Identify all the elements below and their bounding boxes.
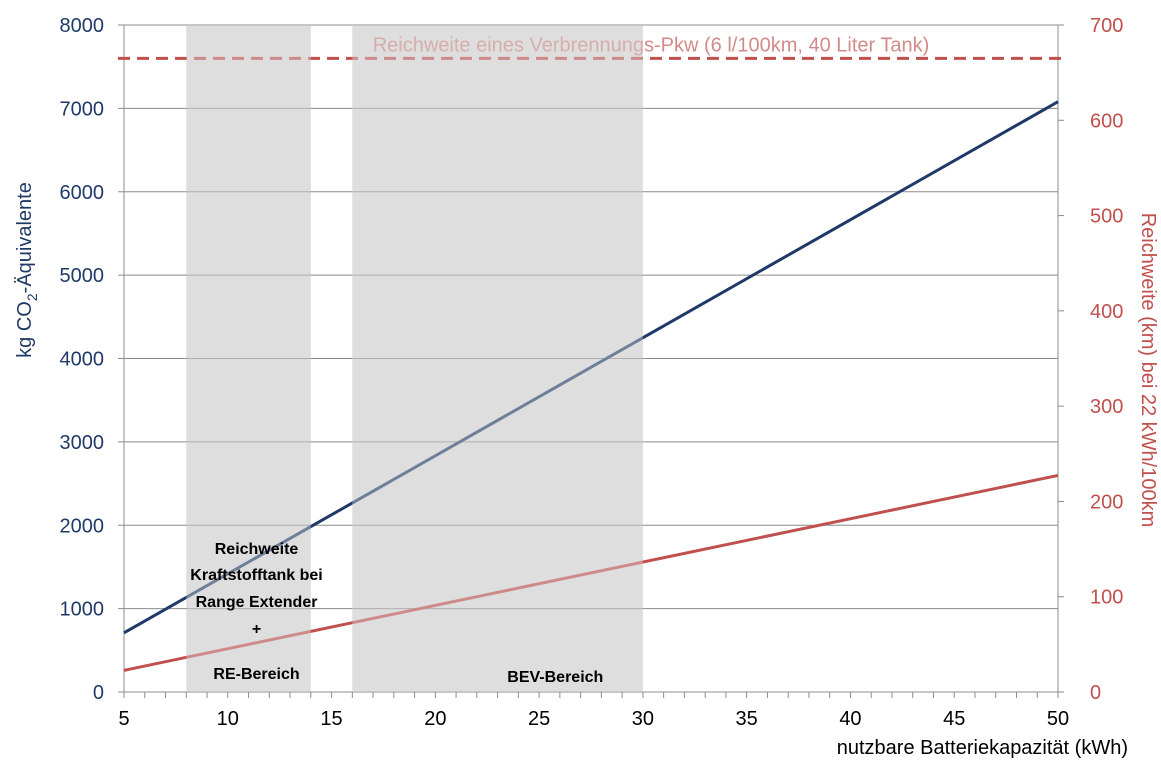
- left-axis-title: kg CO2-Äquivalente: [14, 182, 40, 358]
- right-axis-title: Reichweite (km) bei 22 kWh/100km: [1137, 213, 1159, 528]
- left-tick-label: 0: [93, 682, 104, 704]
- left-tick-label: 1000: [60, 599, 105, 621]
- left-tick-label: 6000: [60, 182, 105, 204]
- x-tick-label: 45: [943, 708, 965, 730]
- left-tick-label: 5000: [60, 265, 105, 287]
- band-re-label: Kraftstofftank bei: [190, 567, 322, 584]
- left-tick-label: 4000: [60, 349, 105, 371]
- x-tick-label: 35: [736, 708, 758, 730]
- x-tick-label: 40: [839, 708, 861, 730]
- left-tick-label: 3000: [60, 432, 105, 454]
- x-tick-label: 50: [1047, 708, 1069, 730]
- band-overlay: [352, 25, 643, 692]
- band-re-label: Reichweite: [215, 541, 299, 558]
- x-tick-label: 10: [217, 708, 239, 730]
- series-line-co2: [123, 100, 1059, 635]
- reference-line-label: Reichweite eines Verbrennungs-Pkw (6 l/1…: [373, 34, 930, 56]
- band-overlay: [186, 25, 311, 692]
- right-tick-label: 400: [1090, 301, 1123, 323]
- band-re-label: Range Extender: [196, 594, 318, 611]
- left-tick-label: 2000: [60, 515, 105, 537]
- x-axis-title: nutzbare Batteriekapazität (kWh): [837, 737, 1128, 759]
- right-tick-label: 100: [1090, 587, 1123, 609]
- right-tick-label: 200: [1090, 491, 1123, 513]
- right-tick-label: 0: [1090, 682, 1101, 704]
- left-tick-label: 7000: [60, 98, 105, 120]
- left-tick-label: 8000: [60, 15, 105, 37]
- x-tick-label: 15: [320, 708, 342, 730]
- x-tick-label: 20: [424, 708, 446, 730]
- right-tick-label: 500: [1090, 206, 1123, 228]
- x-tick-label: 5: [118, 708, 129, 730]
- right-tick-label: 700: [1090, 15, 1123, 37]
- right-tick-label: 600: [1090, 110, 1123, 132]
- band-bev-label: BEV-Bereich: [507, 669, 603, 686]
- x-tick-label: 25: [528, 708, 550, 730]
- band-re-label: +: [252, 621, 261, 638]
- right-tick-label: 300: [1090, 396, 1123, 418]
- x-tick-label: 30: [632, 708, 654, 730]
- series-line-range: [123, 473, 1059, 672]
- band-re-label: RE-Bereich: [213, 666, 299, 683]
